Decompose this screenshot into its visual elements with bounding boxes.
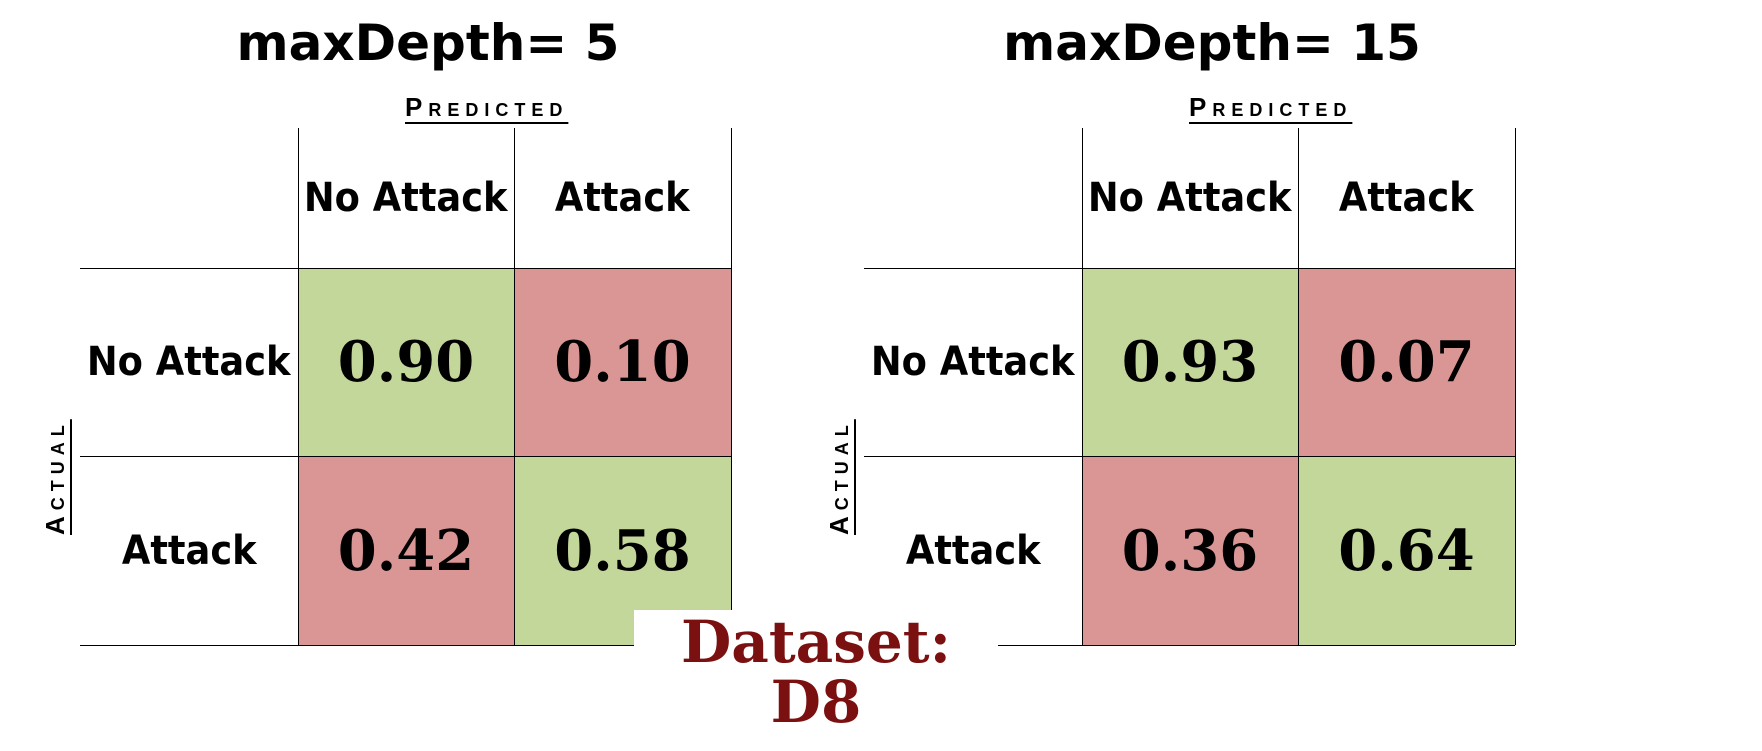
cell-true-negative: 0.90 (298, 268, 514, 456)
cell-true-positive: 0.64 (1298, 456, 1515, 645)
grid-line (731, 128, 732, 645)
row-header-attack: Attack (121, 527, 257, 574)
cell-true-negative: 0.93 (1082, 268, 1298, 456)
dataset-label: Dataset: D8 (634, 610, 998, 751)
row-header-no-attack: No Attack (87, 339, 291, 385)
cell-false-positive: 0.07 (1298, 268, 1515, 456)
grid-line (514, 128, 515, 645)
grid-line (864, 645, 1515, 646)
grid-line (298, 128, 299, 645)
actual-axis-label: Actual (824, 419, 854, 535)
grid-line (1515, 128, 1516, 645)
col-header-attack: Attack (1339, 175, 1474, 221)
grid-line (1082, 128, 1083, 645)
row-header-no-attack: No Attack (871, 339, 1075, 385)
panel-title: maxDepth= 15 (1003, 14, 1421, 72)
col-header-no-attack: No Attack (1088, 175, 1292, 221)
grid-line (864, 268, 1515, 269)
grid-line (1298, 128, 1299, 645)
cell-false-negative: 0.36 (1082, 456, 1298, 645)
grid-line (80, 268, 731, 269)
cell-false-positive: 0.10 (514, 268, 731, 456)
grid-line (80, 456, 731, 457)
grid-line (80, 645, 731, 646)
predicted-axis-label: Predicted (1189, 92, 1353, 122)
confusion-matrix-panel-2: maxDepth= 15 Predicted Actual No Attack … (784, 0, 1584, 751)
col-header-no-attack: No Attack (304, 175, 508, 221)
predicted-axis-label: Predicted (405, 92, 569, 122)
grid-line (864, 456, 1515, 457)
col-header-attack: Attack (555, 175, 690, 221)
cell-false-negative: 0.42 (298, 456, 514, 645)
row-header-attack: Attack (905, 527, 1041, 574)
panel-title: maxDepth= 5 (236, 14, 620, 72)
actual-axis-label: Actual (40, 419, 70, 535)
